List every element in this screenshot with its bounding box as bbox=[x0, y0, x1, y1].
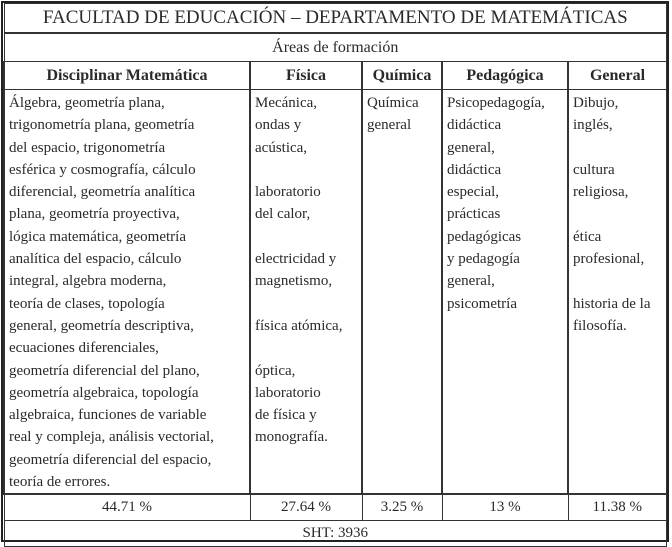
percent-fisica: 27.64 % bbox=[249, 493, 363, 522]
header-quimica: Química bbox=[361, 61, 443, 90]
content-general: Dibujo, inglés, cultura religiosa, ética… bbox=[567, 89, 667, 495]
percent-disciplinar: 44.71 % bbox=[3, 493, 251, 522]
header-disciplinar: Disciplinar Matemática bbox=[3, 61, 251, 90]
table-subtitle: Áreas de formación bbox=[3, 32, 667, 62]
header-fisica: Física bbox=[249, 61, 363, 90]
content-quimica: Química general bbox=[361, 89, 443, 495]
content-pedagogica: Psicopedagogía, didáctica general, didác… bbox=[441, 89, 569, 495]
percent-general: 11.38 % bbox=[567, 493, 667, 522]
content-disciplinar: Álgebra, geometría plana, trigonometría … bbox=[3, 89, 251, 495]
percent-pedagogica: 13 % bbox=[441, 493, 569, 522]
header-pedagogica: Pedagógica bbox=[441, 61, 569, 90]
table-title: FACULTAD DE EDUCACIÓN – DEPARTAMENTO DE … bbox=[3, 3, 667, 34]
header-general: General bbox=[567, 61, 667, 90]
content-fisica: Mecánica, ondas y acústica, laboratorio … bbox=[249, 89, 363, 495]
total-sht: SHT: 3936 bbox=[3, 520, 667, 547]
percent-quimica: 3.25 % bbox=[361, 493, 443, 522]
